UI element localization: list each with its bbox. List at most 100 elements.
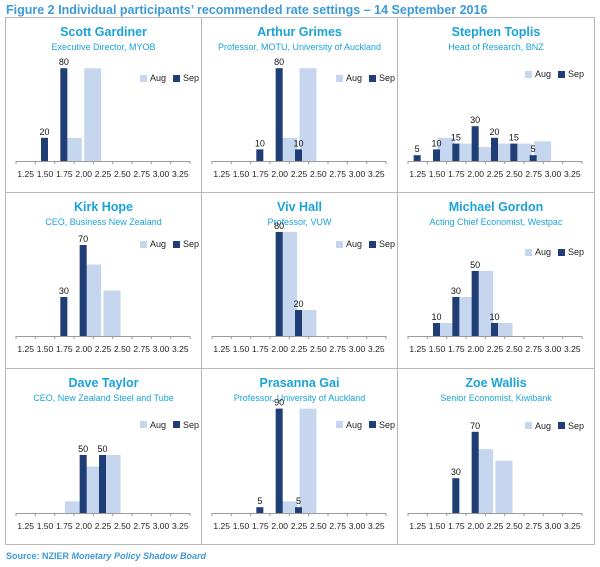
legend: Aug Sep xyxy=(140,73,201,83)
bar-sep xyxy=(275,68,283,161)
x-tick-label: 2.00 xyxy=(271,521,288,531)
bar-aug xyxy=(280,501,298,513)
data-label: 30 xyxy=(59,286,69,296)
bar-aug xyxy=(103,290,121,337)
x-tick-label: 2.00 xyxy=(271,169,288,179)
bar-chart: 5 90 5 1.25 1.50 1.75 2.00 2.25 2.50 2.75 3.00 3.25 xyxy=(211,397,387,531)
legend-swatch-sep xyxy=(558,248,566,256)
bar-sep xyxy=(452,143,460,161)
x-tick-label: 1.50 xyxy=(233,521,250,531)
bar-sep xyxy=(471,126,479,161)
legend-swatch-sep xyxy=(369,421,377,429)
participant-role: CEO, New Zealand Steel and Tube xyxy=(33,392,174,403)
x-tick-label: 2.00 xyxy=(75,521,92,531)
participant-name: Scott Gardiner xyxy=(60,25,147,39)
legend: Aug Sep xyxy=(140,239,201,249)
participant-role: Senior Economist, Kiwibank xyxy=(440,392,552,403)
data-label: 30 xyxy=(470,115,480,125)
x-tick-label: 2.25 xyxy=(95,521,112,531)
x-tick-label: 2.75 xyxy=(329,169,346,179)
data-label: 70 xyxy=(470,420,480,430)
legend: Aug Sep xyxy=(336,239,397,250)
x-tick-label: 3.25 xyxy=(564,169,581,179)
legend-swatch-aug xyxy=(140,240,147,248)
x-tick-label: 3.00 xyxy=(545,344,562,354)
x-tick-label: 2.00 xyxy=(271,344,288,354)
x-tick-label: 1.75 xyxy=(252,169,269,179)
data-label: 10 xyxy=(255,138,265,148)
data-label: 30 xyxy=(451,467,461,477)
bar-sep xyxy=(471,271,479,337)
legend-swatch-aug xyxy=(140,421,147,429)
bar-aug xyxy=(437,323,455,337)
data-label: 10 xyxy=(293,138,303,148)
data-label: 5 xyxy=(415,144,420,154)
bar-chart: 10 80 10 1.25 1.50 1.75 2.00 2.25 2.50 2.75 3.00 3.… xyxy=(211,57,387,179)
legend-label-sep: Sep xyxy=(568,69,585,79)
bar-sep xyxy=(529,155,537,161)
x-tick-label: 3.00 xyxy=(349,344,366,354)
x-tick-label: 1.75 xyxy=(56,521,73,531)
legend-label-aug: Aug xyxy=(535,420,552,431)
data-label: 5 xyxy=(296,496,301,506)
legend-label-aug: Aug xyxy=(150,73,167,83)
legend-swatch-aug xyxy=(525,70,532,78)
legend-label-sep: Sep xyxy=(183,73,200,83)
bar-sep xyxy=(433,323,440,337)
x-tick-label: 1.50 xyxy=(429,521,446,531)
x-tick-label: 1.50 xyxy=(37,344,54,354)
participant-role: Professor, VUW xyxy=(267,217,332,228)
data-label: 5 xyxy=(257,496,262,506)
x-tick-label: 2.75 xyxy=(329,344,346,354)
bar-chart: 20 80 1.25 1.50 1.75 2.00 2.25 2.50 2.75 3.00 3.25 xyxy=(15,57,191,179)
x-tick-label: 2.25 xyxy=(95,344,112,354)
bar-aug xyxy=(280,232,298,337)
participant-name: Stephen Toplis xyxy=(451,25,541,39)
participant-role: CEO, Business New Zealand xyxy=(45,217,162,228)
legend-swatch-aug xyxy=(336,74,343,82)
bar-sep xyxy=(275,408,283,513)
data-label: 30 xyxy=(451,286,461,296)
bar-sep xyxy=(41,137,48,161)
bar-sep xyxy=(295,149,302,161)
legend-label-sep: Sep xyxy=(379,239,396,250)
bar-sep xyxy=(510,143,518,161)
x-tick-label: 2.25 xyxy=(291,521,308,531)
legend-swatch-sep xyxy=(558,70,566,78)
x-tick-label: 3.25 xyxy=(368,169,385,179)
bar-aug xyxy=(495,460,513,513)
bar-sep xyxy=(79,454,87,513)
legend: Aug Sep xyxy=(140,419,201,430)
x-tick-label: 2.75 xyxy=(133,521,150,531)
x-tick-label: 3.00 xyxy=(545,521,562,531)
x-tick-label: 3.25 xyxy=(172,521,189,531)
bar-sep xyxy=(79,245,87,337)
x-tick-label: 2.00 xyxy=(467,169,484,179)
bar-aug xyxy=(495,323,513,337)
x-tick-label: 1.50 xyxy=(233,344,250,354)
data-label: 90 xyxy=(274,397,284,407)
x-tick-label: 2.50 xyxy=(310,344,327,354)
participant-name: Dave Taylor xyxy=(68,375,139,390)
legend-label-aug: Aug xyxy=(346,419,363,430)
legend-swatch-aug xyxy=(525,248,532,256)
bar-aug xyxy=(103,454,121,513)
legend-label-aug: Aug xyxy=(346,73,363,83)
x-tick-label: 3.25 xyxy=(172,344,189,354)
x-tick-label: 2.50 xyxy=(506,521,523,531)
participant-name: Kirk Hope xyxy=(73,200,134,215)
participant-role: Professor, University of Auckland xyxy=(233,392,366,403)
legend-swatch-sep xyxy=(173,74,181,82)
x-tick-label: 1.75 xyxy=(56,344,73,354)
data-label: 5 xyxy=(531,144,536,154)
legend: Aug Sep xyxy=(525,69,591,79)
chart-panel: Scott Gardiner Executive Director, MYOB … xyxy=(6,18,202,194)
legend-label-sep: Sep xyxy=(568,247,585,258)
bar-aug xyxy=(476,271,494,337)
x-tick-label: 2.25 xyxy=(291,344,308,354)
x-tick-label: 3.00 xyxy=(153,521,170,531)
legend-label-sep: Sep xyxy=(183,419,200,430)
data-label: 50 xyxy=(97,444,107,454)
bar-sep xyxy=(491,137,498,161)
x-tick-label: 2.75 xyxy=(525,344,542,354)
